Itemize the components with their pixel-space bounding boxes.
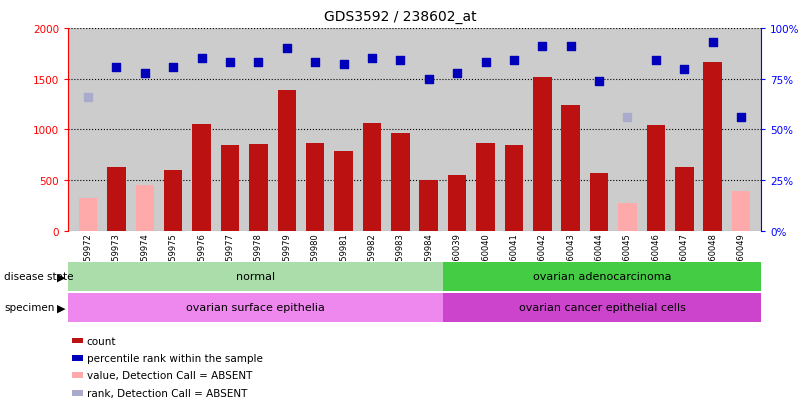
Text: ▶: ▶: [57, 272, 66, 282]
Point: [365, 56, 378, 63]
Point: [110, 64, 123, 71]
Bar: [646, 126, 665, 231]
Bar: [444, 262, 761, 291]
Point: [621, 115, 634, 121]
Bar: [477, 143, 495, 231]
Bar: [675, 168, 694, 231]
Point: [536, 44, 549, 50]
Text: ovarian adenocarcinoma: ovarian adenocarcinoma: [533, 272, 671, 282]
Bar: [590, 173, 608, 231]
Bar: [732, 192, 751, 231]
Point: [678, 66, 690, 73]
Point: [451, 70, 464, 77]
Point: [308, 60, 321, 66]
Bar: [277, 90, 296, 231]
Bar: [391, 134, 409, 231]
Bar: [533, 78, 552, 231]
Bar: [164, 171, 183, 231]
Point: [735, 115, 747, 121]
Bar: [363, 124, 381, 231]
Point: [252, 60, 265, 66]
Text: percentile rank within the sample: percentile rank within the sample: [87, 353, 263, 363]
Bar: [221, 145, 239, 231]
Text: value, Detection Call = ABSENT: value, Detection Call = ABSENT: [87, 370, 252, 380]
Text: ▶: ▶: [57, 303, 66, 313]
Bar: [68, 293, 444, 322]
Bar: [192, 125, 211, 231]
Text: normal: normal: [236, 272, 276, 282]
Point: [479, 60, 492, 66]
Point: [139, 70, 151, 77]
Text: ovarian surface epithelia: ovarian surface epithelia: [187, 303, 325, 313]
Bar: [68, 262, 444, 291]
Bar: [703, 63, 722, 231]
Text: count: count: [87, 336, 116, 346]
Bar: [505, 145, 523, 231]
Bar: [420, 181, 438, 231]
Bar: [618, 204, 637, 231]
Point: [195, 56, 208, 63]
Point: [82, 95, 95, 101]
Text: disease state: disease state: [4, 272, 74, 282]
Bar: [249, 144, 268, 231]
Point: [508, 58, 521, 64]
Point: [564, 44, 577, 50]
Bar: [306, 143, 324, 231]
Bar: [107, 168, 126, 231]
Point: [394, 58, 407, 64]
Point: [223, 60, 236, 66]
Bar: [78, 199, 97, 231]
Point: [167, 64, 179, 71]
Point: [280, 46, 293, 52]
Bar: [448, 176, 466, 231]
Text: GDS3592 / 238602_at: GDS3592 / 238602_at: [324, 10, 477, 24]
Point: [650, 58, 662, 64]
Bar: [444, 293, 761, 322]
Text: specimen: specimen: [4, 303, 54, 313]
Bar: [334, 151, 352, 231]
Point: [706, 40, 719, 46]
Text: rank, Detection Call = ABSENT: rank, Detection Call = ABSENT: [87, 388, 247, 398]
Point: [422, 76, 435, 83]
Point: [593, 78, 606, 85]
Bar: [562, 106, 580, 231]
Bar: [135, 186, 154, 231]
Text: ovarian cancer epithelial cells: ovarian cancer epithelial cells: [519, 303, 686, 313]
Point: [337, 62, 350, 69]
